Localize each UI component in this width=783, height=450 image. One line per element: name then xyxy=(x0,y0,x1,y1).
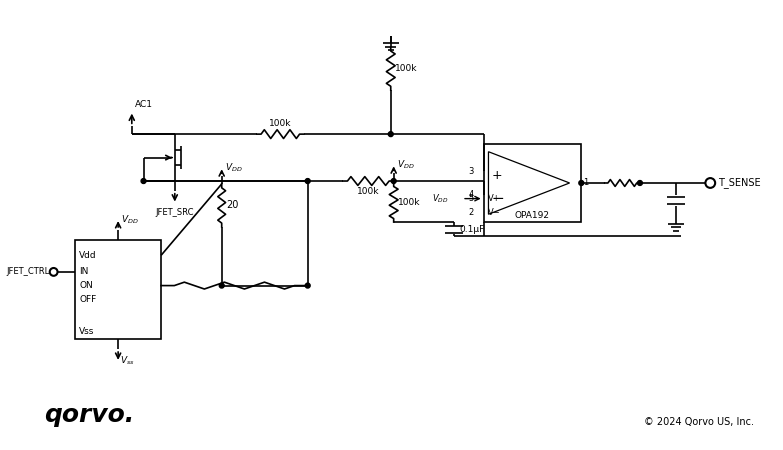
Bar xyxy=(75,240,161,339)
Text: 5: 5 xyxy=(468,194,474,203)
Text: 2: 2 xyxy=(468,208,474,217)
Circle shape xyxy=(50,268,57,276)
Text: $V_{DD}$: $V_{DD}$ xyxy=(121,213,139,226)
Text: 20: 20 xyxy=(226,200,239,211)
Text: V+: V+ xyxy=(488,194,500,203)
Text: 0.1μF: 0.1μF xyxy=(459,225,485,234)
Text: $V_{DD}$: $V_{DD}$ xyxy=(225,162,242,174)
Text: V−: V− xyxy=(488,208,500,217)
Circle shape xyxy=(219,283,224,288)
Text: AC1: AC1 xyxy=(135,100,153,109)
Text: 100k: 100k xyxy=(357,187,380,196)
Text: © 2024 Qorvo US, Inc.: © 2024 Qorvo US, Inc. xyxy=(644,417,754,427)
Text: OFF: OFF xyxy=(79,295,96,304)
Bar xyxy=(484,144,581,222)
Circle shape xyxy=(705,178,715,188)
Circle shape xyxy=(141,179,146,184)
Circle shape xyxy=(305,179,310,184)
Text: JFET_SRC: JFET_SRC xyxy=(156,208,194,217)
Text: IN: IN xyxy=(79,267,88,276)
Circle shape xyxy=(305,283,310,288)
Text: +: + xyxy=(492,169,502,182)
Text: OPA192: OPA192 xyxy=(515,211,550,220)
Text: 3: 3 xyxy=(468,167,474,176)
Text: −: − xyxy=(492,191,504,206)
Text: JFET_CTRL: JFET_CTRL xyxy=(6,267,50,276)
Text: $V_{ss}$: $V_{ss}$ xyxy=(120,354,135,367)
Circle shape xyxy=(388,132,393,136)
Circle shape xyxy=(637,180,642,185)
Text: 4: 4 xyxy=(468,190,474,199)
Text: 1: 1 xyxy=(583,179,589,188)
Text: Vss: Vss xyxy=(79,327,95,336)
Circle shape xyxy=(392,179,396,184)
Text: qorvo.: qorvo. xyxy=(44,403,134,427)
Circle shape xyxy=(579,180,584,185)
Text: T_SENSE: T_SENSE xyxy=(718,178,761,189)
Text: Vdd: Vdd xyxy=(79,251,96,260)
Text: ON: ON xyxy=(79,281,93,290)
Text: $V_{DD}$: $V_{DD}$ xyxy=(397,159,414,171)
Text: 100k: 100k xyxy=(395,64,417,73)
Text: $V_{DD}$: $V_{DD}$ xyxy=(432,192,449,205)
Text: 100k: 100k xyxy=(398,198,420,207)
Text: 100k: 100k xyxy=(269,119,291,128)
